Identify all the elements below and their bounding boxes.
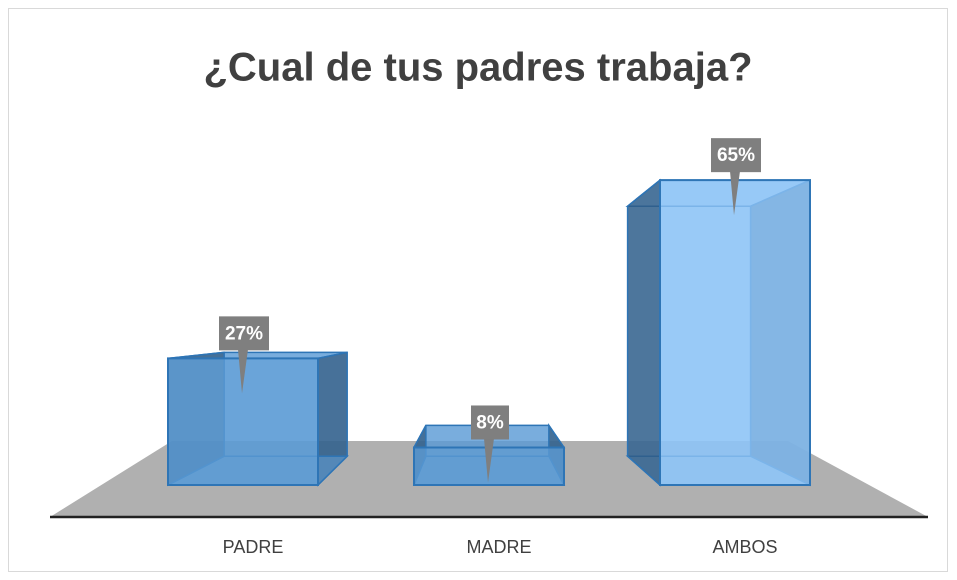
data-label: 8%	[476, 412, 504, 433]
x-tick-label: AMBOS	[712, 537, 777, 557]
bar-front	[167, 357, 319, 486]
data-label-box	[471, 405, 509, 440]
x-tick-label: PADRE	[223, 537, 284, 557]
bar-face	[626, 178, 661, 487]
data-label: 65%	[717, 145, 755, 166]
data-label-pointer	[730, 171, 740, 216]
chart-title: ¿Cual de tus padres trabaja?	[203, 46, 752, 90]
data-label-box	[711, 138, 761, 173]
bar-front	[659, 179, 811, 486]
data-label-pointer	[238, 349, 248, 394]
data-label-box	[219, 316, 269, 351]
bar	[167, 351, 349, 487]
data-label-pointer	[484, 438, 494, 483]
bar	[625, 178, 811, 487]
data-label: 27%	[225, 323, 263, 344]
x-tick-label: MADRE	[466, 537, 531, 557]
